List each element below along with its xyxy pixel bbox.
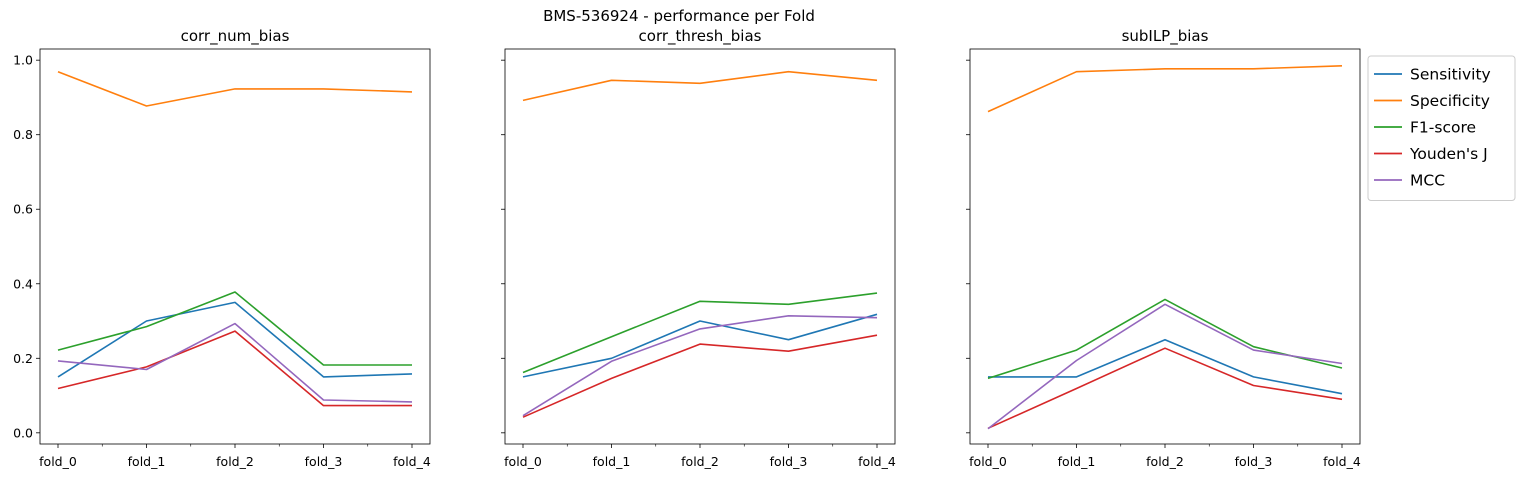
panel-2-xtick-label: fold_0 (504, 454, 542, 469)
panel-2-xtick-label: fold_1 (593, 454, 631, 469)
legend-label-youden-s-j: Youden's J (1409, 145, 1488, 163)
panel-3-xtick-label: fold_1 (1058, 454, 1096, 469)
panel-3-mcc-line (987, 303, 1343, 430)
panel-1-ytick-label: 0.8 (13, 127, 33, 142)
panel-3-f1-score-line (987, 298, 1343, 380)
panel-2-xtick-label: fold_4 (858, 454, 896, 469)
panel-2-specificity-line (522, 70, 878, 102)
legend-box (1367, 55, 1516, 201)
panel-2-title: corr_thresh_bias (639, 27, 762, 46)
panel-1-ytick-label: 0.6 (13, 202, 33, 217)
panel-1-f1-score-line (57, 291, 412, 366)
panel-1-ytick-label: 0.2 (13, 351, 33, 366)
panel-3-xtick-label: fold_2 (1146, 454, 1184, 469)
panel-3-xtick-label: fold_3 (1235, 454, 1273, 469)
panel-1-xtick-label: fold_1 (128, 454, 166, 469)
panel-1-xtick-label: fold_3 (305, 454, 343, 469)
panel-1-axes-frame (39, 48, 431, 445)
panel-1-xtick-label: fold_4 (393, 454, 431, 469)
legend-label-sensitivity: Sensitivity (1410, 66, 1491, 84)
legend-label-f1-score: F1-score (1410, 119, 1476, 137)
panel-3-axes-frame (969, 48, 1361, 445)
panel-2-xtick-label: fold_3 (770, 454, 808, 469)
panel-3-title: subILP_bias (1122, 27, 1209, 46)
panel-1-title: corr_num_bias (181, 27, 290, 46)
legend-label-mcc: MCC (1410, 172, 1445, 190)
panel-3-xtick-label: fold_4 (1323, 454, 1361, 469)
panel-1-specificity-line (57, 70, 413, 107)
panel-1-sensitivity-line (57, 301, 413, 378)
panel-2-sensitivity-line (522, 313, 878, 378)
panel-2-youden-s-j-line (522, 334, 878, 418)
panel-2-f1-score-line (522, 292, 878, 374)
panel-1-mcc-line (57, 322, 413, 403)
panel-1-ytick-label: 0.4 (13, 276, 33, 291)
panel-1-ytick-label: 1.0 (13, 53, 33, 68)
panel-2-axes-frame (504, 48, 896, 445)
panel-3-specificity-line (987, 65, 1343, 113)
panel-1-youden-s-j-line (57, 330, 412, 407)
panel-2-mcc-line (522, 314, 878, 417)
panel-1-ytick-label: 0.0 (13, 425, 33, 440)
panel-3-sensitivity-line (988, 338, 1343, 395)
figure-title: BMS-536924 - performance per Fold (543, 7, 815, 25)
panel-1-xtick-label: fold_2 (216, 454, 254, 469)
panel-3-youden-s-j-line (987, 347, 1343, 430)
panel-2-xtick-label: fold_2 (681, 454, 719, 469)
panel-3-xtick-label: fold_0 (969, 454, 1007, 469)
legend-label-specificity: Specificity (1410, 92, 1490, 110)
panel-1-xtick-label: fold_0 (39, 454, 77, 469)
